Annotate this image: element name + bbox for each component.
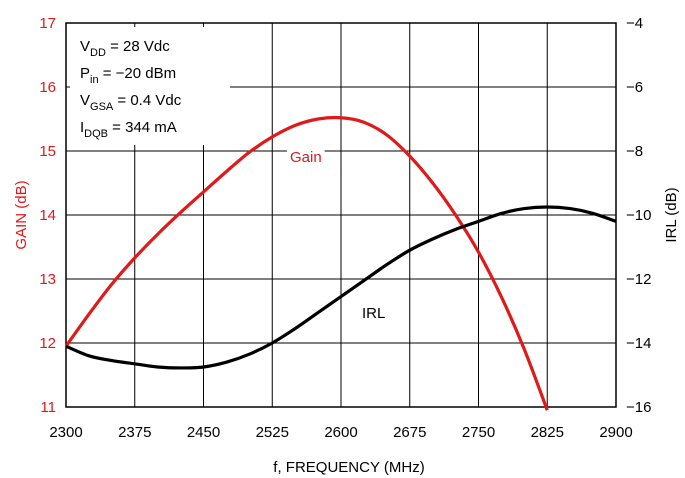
x-tick-label: 2825	[531, 424, 564, 441]
series-label-background	[359, 304, 389, 323]
x-tick-label: 2900	[599, 424, 632, 441]
left-axis-title: GAIN (dB)	[13, 180, 30, 249]
conditions-annotation: VDD = 28 Vdc Pin = −20 dBm VGSA = 0.4 Vdc I…	[70, 27, 230, 145]
x-tick-label: 2300	[49, 424, 82, 441]
annotation-line: Pin = −20 dBm	[80, 65, 176, 86]
irl-series-line	[65, 205, 617, 370]
y-left-tick-label: 15	[39, 143, 56, 160]
y-left-tick-label: 14	[39, 207, 56, 224]
gain-series-label: Gain	[290, 149, 322, 166]
y-right-tick-label: −12	[626, 271, 651, 288]
x-axis-title: f, FREQUENCY (MHz)	[273, 459, 424, 476]
tick-labels: 11 12 13 14 15 16 17 −16 −14 −12 −10 −8 −6 −4 2300 2375…	[39, 15, 651, 441]
gain-series-line	[64, 115, 549, 411]
y-right-tick-label: −4	[626, 15, 643, 32]
irl-series-label: IRL	[362, 305, 385, 322]
right-axis-title: IRL (dB)	[663, 187, 680, 242]
series-layer	[64, 115, 617, 411]
x-tick-label: 2375	[118, 424, 151, 441]
plot-frame	[65, 22, 617, 408]
y-left-tick-label: 12	[39, 335, 56, 352]
x-tick-label: 2450	[187, 424, 220, 441]
grid	[65, 22, 617, 408]
series-label-background	[287, 148, 325, 167]
y-right-tick-label: −14	[626, 335, 651, 352]
y-left-tick-label: 17	[39, 15, 56, 32]
y-left-tick-label: 11	[40, 399, 56, 416]
y-right-tick-label: −8	[626, 143, 643, 160]
y-left-tick-label: 13	[39, 271, 56, 288]
y-right-tick-label: −10	[626, 207, 651, 224]
annotation-line: VDD = 28 Vdc	[80, 38, 170, 59]
x-tick-label: 2600	[324, 424, 357, 441]
x-tick-label: 2525	[256, 424, 289, 441]
annotation-line: VGSA = 0.4 Vdc	[80, 92, 182, 113]
x-tick-label: 2675	[393, 424, 426, 441]
x-tick-label: 2750	[462, 424, 495, 441]
y-right-tick-label: −16	[626, 399, 651, 416]
y-left-tick-label: 16	[39, 79, 56, 96]
annotation-background	[70, 27, 230, 145]
y-right-tick-label: −6	[626, 79, 643, 96]
annotation-line: IDQB = 344 mA	[80, 119, 177, 140]
